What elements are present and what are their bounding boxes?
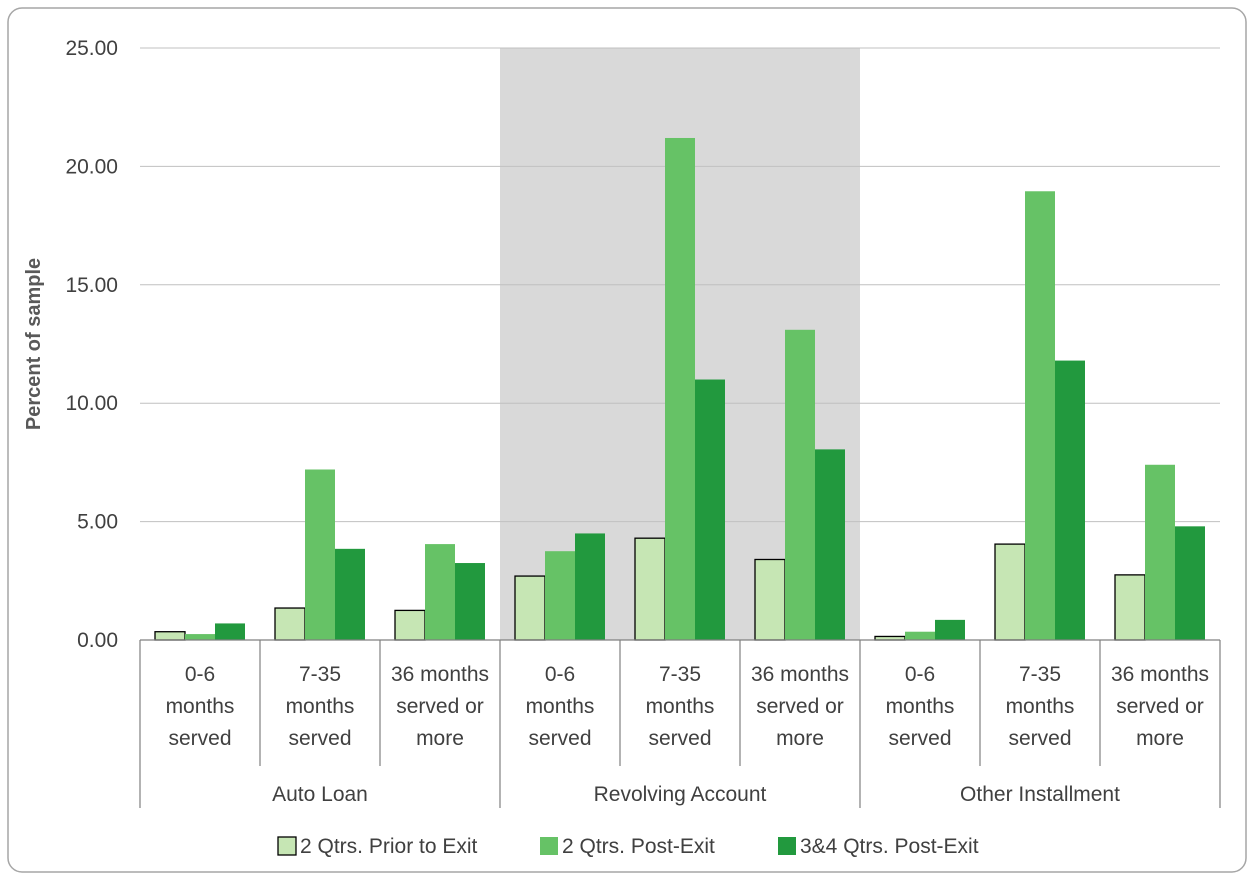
legend-swatch-1 — [277, 836, 297, 856]
bar-3 — [935, 619, 965, 640]
category-label: 36 months — [391, 663, 489, 686]
bar-2 — [185, 634, 215, 640]
category-label: 7-35 — [659, 663, 701, 686]
bar-1 — [1114, 574, 1146, 641]
bar-1 — [994, 543, 1026, 641]
bar-3 — [1055, 360, 1085, 640]
category-label: more — [416, 727, 464, 750]
y-tick-label: 20.00 — [65, 155, 118, 178]
category-label: served — [288, 727, 351, 750]
bar-3 — [815, 449, 845, 640]
category-label: more — [1136, 727, 1184, 750]
category-label: served or — [1116, 695, 1204, 718]
category-label: 0-6 — [185, 663, 215, 686]
group-label: Auto Loan — [272, 783, 368, 806]
category-label: served — [888, 727, 951, 750]
category-label: 0-6 — [545, 663, 575, 686]
bar-1 — [394, 609, 426, 641]
legend-label: 2 Qtrs. Prior to Exit — [300, 835, 478, 858]
category-label: 7-35 — [299, 663, 341, 686]
bar-3 — [575, 533, 605, 640]
group-label: Revolving Account — [594, 783, 767, 806]
category-label: served — [1008, 727, 1071, 750]
category-label: more — [776, 727, 824, 750]
y-tick-label: 5.00 — [77, 511, 118, 534]
category-label: served — [648, 727, 711, 750]
category-label: months — [286, 695, 355, 718]
bar-3 — [335, 548, 365, 640]
bar-2 — [305, 469, 335, 640]
y-tick-label: 0.00 — [77, 629, 118, 652]
bar-2 — [425, 544, 455, 640]
legend-label: 3&4 Qtrs. Post-Exit — [800, 835, 979, 858]
bar-2 — [1025, 191, 1055, 640]
bar-1 — [154, 631, 186, 641]
category-label: months — [886, 695, 955, 718]
category-label: served — [528, 727, 591, 750]
category-label: months — [166, 695, 235, 718]
category-label: served or — [396, 695, 484, 718]
legend-label: 2 Qtrs. Post-Exit — [562, 835, 715, 858]
category-label: 0-6 — [905, 663, 935, 686]
category-label: 7-35 — [1019, 663, 1061, 686]
bar-1 — [274, 607, 306, 641]
bar-2 — [905, 631, 935, 640]
y-tick-label: 15.00 — [65, 274, 118, 297]
group-label: Other Installment — [960, 783, 1120, 806]
bar-2 — [785, 329, 815, 640]
category-label: served — [168, 727, 231, 750]
bar-2 — [1145, 464, 1175, 640]
bar-1 — [754, 558, 786, 641]
y-tick-label: 10.00 — [65, 392, 118, 415]
bar-3 — [455, 563, 485, 640]
bar-3 — [215, 623, 245, 640]
bar-1 — [634, 537, 666, 641]
category-label: 36 months — [751, 663, 849, 686]
bar-1 — [514, 575, 546, 641]
bar-2 — [545, 551, 575, 640]
bar-3 — [1175, 526, 1205, 640]
category-label: months — [1006, 695, 1075, 718]
bar-2 — [665, 137, 695, 640]
legend-swatch-3 — [778, 837, 796, 855]
bar-3 — [695, 379, 725, 640]
y-tick-label: 25.00 — [65, 37, 118, 60]
y-axis-title: Percent of sample — [23, 258, 45, 430]
category-label: months — [526, 695, 595, 718]
category-label: served or — [756, 695, 844, 718]
category-label: 36 months — [1111, 663, 1209, 686]
category-label: months — [646, 695, 715, 718]
legend-swatch-2 — [540, 837, 558, 855]
